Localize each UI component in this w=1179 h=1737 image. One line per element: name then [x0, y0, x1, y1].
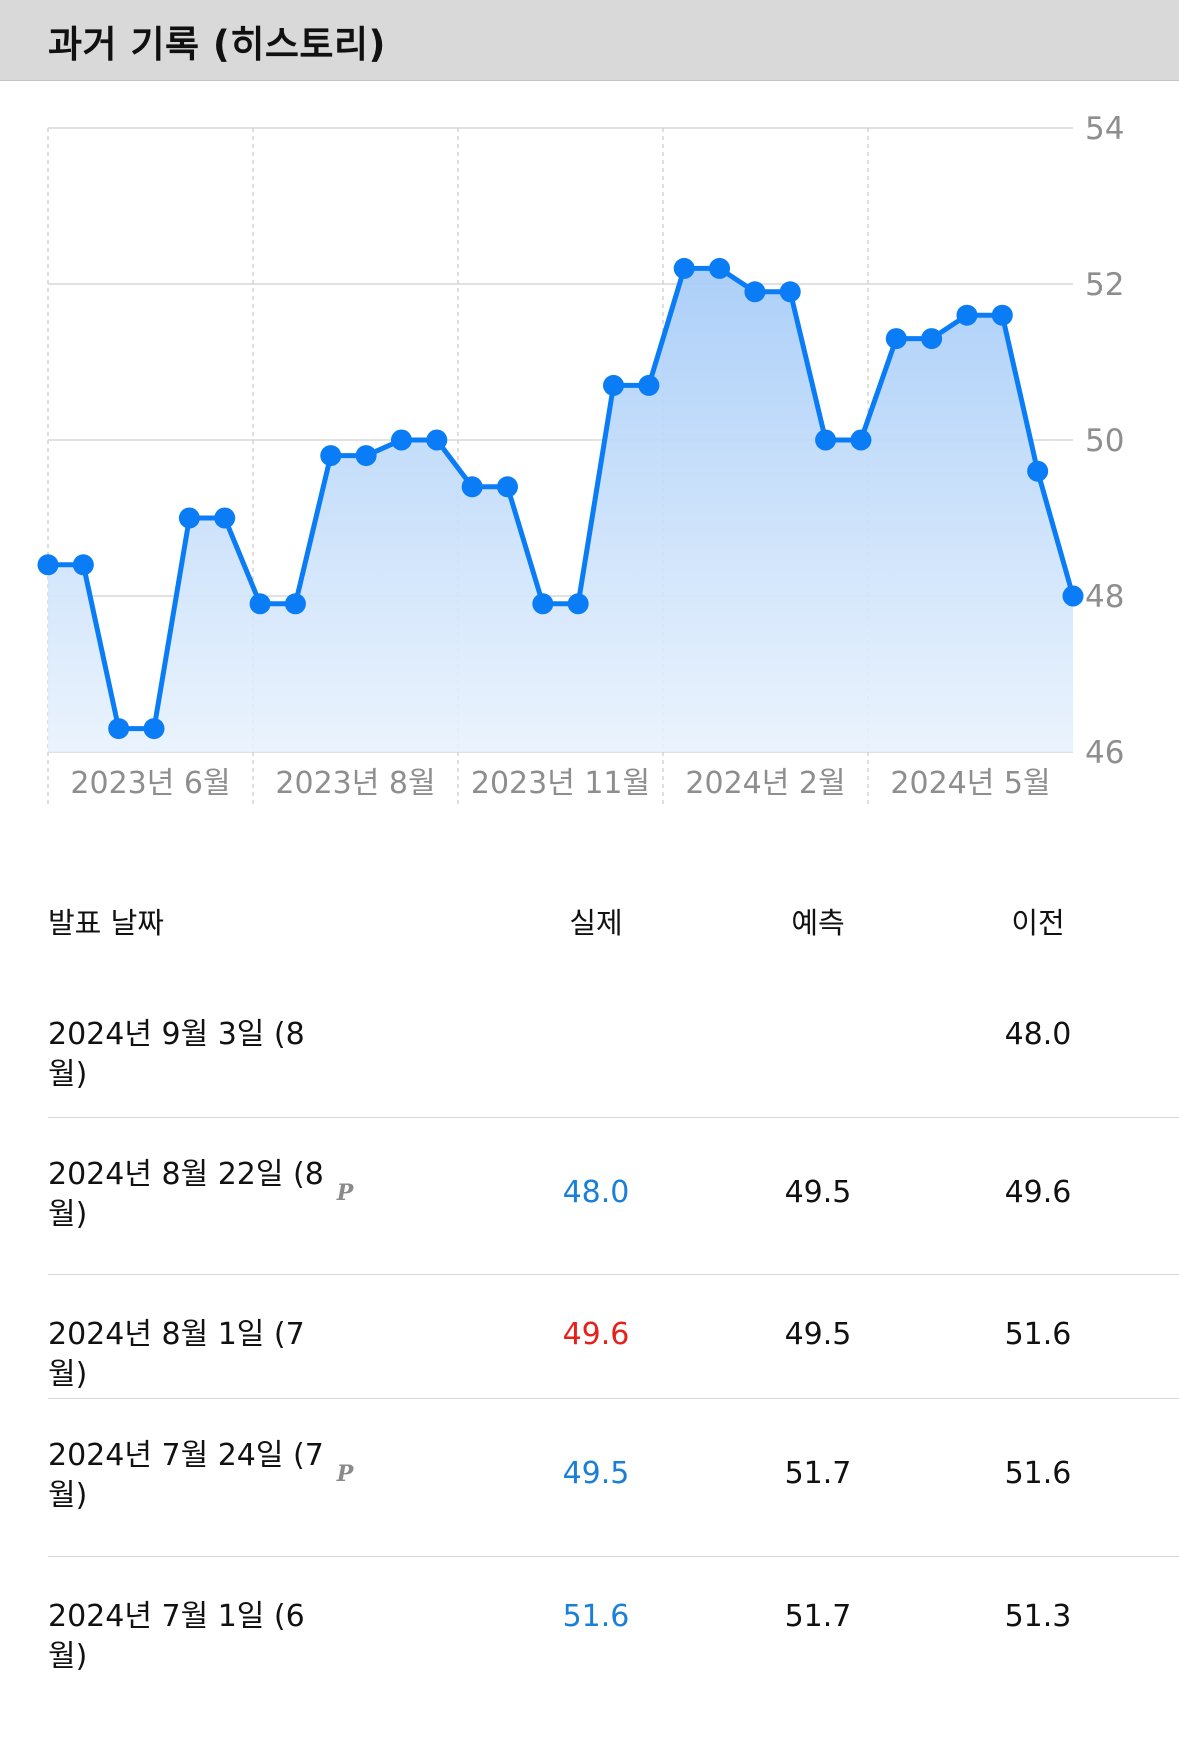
data-point [956, 304, 978, 326]
data-point [72, 554, 94, 576]
table-row[interactable]: 2024년 7월 1일 (6월) 51.6 51.7 51.3 [48, 1557, 1179, 1737]
data-point [567, 593, 589, 615]
data-point [991, 304, 1013, 326]
row-previous: 51.6 [1004, 1317, 1072, 1352]
data-point [37, 554, 59, 576]
row-forecast: 51.7 [784, 1599, 852, 1634]
y-tick-label: 54 [1085, 111, 1124, 147]
row-date: 2024년 7월 24일 (7월) [48, 1438, 324, 1513]
data-point [1062, 585, 1084, 607]
data-point [885, 328, 907, 350]
y-tick-label: 52 [1085, 267, 1124, 303]
table-header: 발표 날짜 실제 예측 이전 [0, 860, 1179, 940]
data-point [815, 429, 837, 451]
data-point [390, 429, 412, 451]
preliminary-badge: P [336, 1180, 354, 1206]
table-row[interactable]: 2024년 8월 1일 (7월) 49.6 49.5 51.6 [48, 1275, 1179, 1399]
header-previous: 이전 [1011, 906, 1065, 940]
data-point [744, 281, 766, 303]
table-row[interactable]: 2024년 7월 24일 (7월) P 49.5 51.7 51.6 [48, 1399, 1179, 1557]
row-actual: 51.6 [562, 1599, 630, 1634]
data-point [426, 429, 448, 451]
history-chart: 54 52 50 48 46 2023년 6월 2023년 8월 2023년 11월 2024년… [0, 80, 1179, 820]
history-chart-svg: 54 52 50 48 46 2023년 6월 2023년 8월 2023년 11월 2024년… [37, 111, 1124, 805]
area-fill [48, 268, 1073, 752]
data-point [673, 257, 695, 279]
data-point [850, 429, 872, 451]
x-tick-label: 2024년 5월 [890, 766, 1050, 801]
y-tick-label: 50 [1085, 423, 1124, 459]
data-point [461, 476, 483, 498]
data-point [921, 328, 943, 350]
data-point [249, 593, 271, 615]
data-point [355, 445, 377, 467]
data-point [320, 445, 342, 467]
row-forecast: 49.5 [784, 1175, 852, 1210]
row-actual: 48.0 [562, 1175, 630, 1210]
x-tick-label: 2023년 6월 [70, 766, 230, 801]
data-point [496, 476, 518, 498]
header-date: 발표 날짜 [48, 906, 164, 940]
y-tick-label: 48 [1085, 579, 1124, 615]
section-title: 과거 기록 (히스토리) [48, 23, 386, 66]
x-tick-label: 2023년 8월 [275, 766, 435, 801]
row-actual: 49.5 [562, 1456, 630, 1491]
data-point [1027, 460, 1049, 482]
row-date: 2024년 9월 3일 (8월) [48, 1017, 305, 1092]
data-point [709, 257, 731, 279]
row-previous: 48.0 [1004, 1017, 1072, 1052]
data-point [638, 374, 660, 396]
row-forecast: 49.5 [784, 1317, 852, 1352]
section-header: 과거 기록 (히스토리) [0, 0, 1179, 81]
data-point [532, 593, 554, 615]
row-actual: 49.6 [562, 1317, 630, 1352]
row-previous: 51.6 [1004, 1456, 1072, 1491]
row-previous: 51.3 [1004, 1599, 1072, 1634]
row-forecast: 51.7 [784, 1456, 852, 1491]
x-tick-label: 2024년 2월 [685, 766, 845, 801]
data-point [143, 718, 165, 740]
data-point [779, 281, 801, 303]
row-date: 2024년 8월 22일 (8월) [48, 1157, 324, 1232]
table-row[interactable]: 2024년 8월 22일 (8월) P 48.0 49.5 49.6 [48, 1118, 1179, 1275]
data-point [108, 718, 130, 740]
data-point [214, 507, 236, 529]
x-tick-label: 2023년 11월 [471, 766, 650, 801]
row-date: 2024년 8월 1일 (7월) [48, 1317, 305, 1392]
y-tick-label: 46 [1085, 735, 1124, 771]
row-previous: 49.6 [1004, 1175, 1072, 1210]
table-row[interactable]: 2024년 9월 3일 (8월) 48.0 [48, 960, 1179, 1118]
header-forecast: 예측 [791, 906, 845, 940]
preliminary-badge: P [336, 1461, 354, 1487]
row-date: 2024년 7월 1일 (6월) [48, 1599, 305, 1674]
data-point [284, 593, 306, 615]
data-point [603, 374, 625, 396]
data-point [178, 507, 200, 529]
header-actual: 실제 [569, 906, 623, 940]
